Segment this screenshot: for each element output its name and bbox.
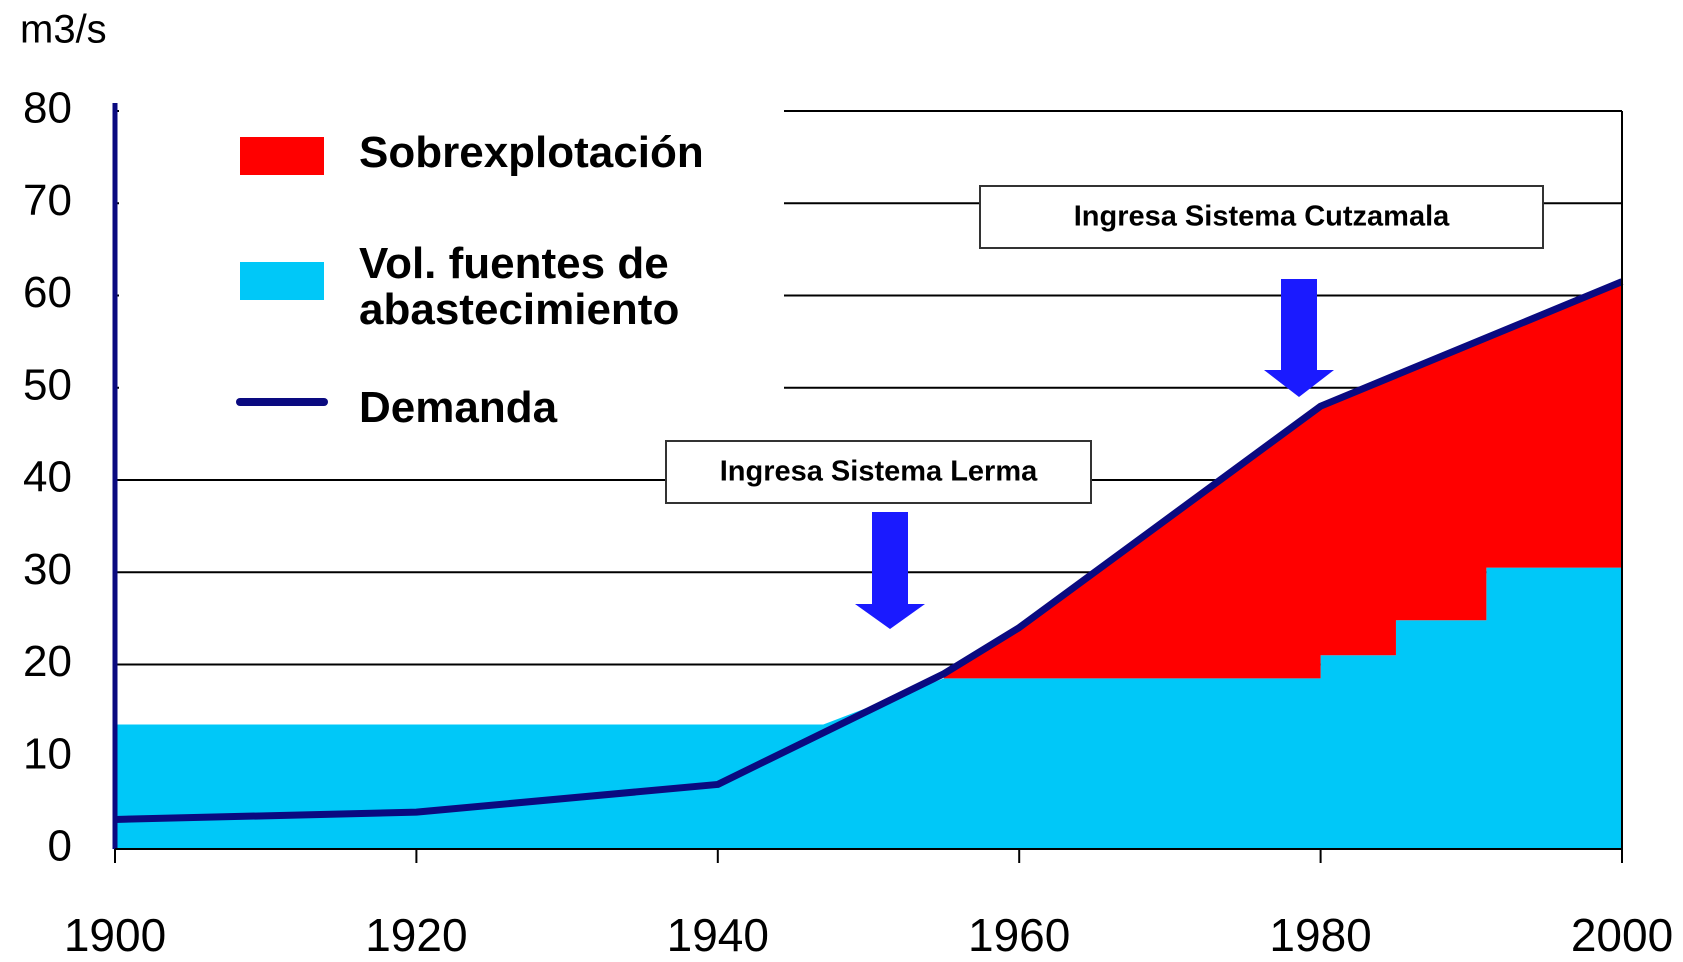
x-tick-label: 1920 bbox=[365, 909, 467, 961]
legend-swatch bbox=[240, 137, 324, 175]
y-tick-label: 40 bbox=[23, 453, 72, 502]
y-tick-label: 70 bbox=[23, 176, 72, 225]
y-axis-label: m3/s bbox=[20, 8, 107, 52]
annotation-label: Ingresa Sistema Lerma bbox=[720, 456, 1038, 488]
annotation-label: Ingresa Sistema Cutzamala bbox=[1074, 201, 1450, 233]
x-tick-label: 1940 bbox=[667, 909, 769, 961]
legend-label: Vol. fuentes de abastecimiento bbox=[359, 239, 680, 334]
y-tick-label: 30 bbox=[23, 545, 72, 594]
y-tick-label: 20 bbox=[23, 637, 72, 686]
x-tick-label: 1960 bbox=[968, 909, 1070, 961]
y-tick-label: 60 bbox=[23, 268, 72, 317]
y-tick-label: 50 bbox=[23, 360, 72, 409]
overexploitation-area bbox=[943, 281, 1622, 679]
x-tick-label: 1980 bbox=[1269, 909, 1371, 961]
legend-swatch bbox=[240, 262, 324, 300]
annotation-arrow bbox=[1264, 279, 1334, 397]
y-tick-label: 10 bbox=[23, 729, 72, 778]
annotation-box bbox=[979, 185, 1544, 249]
legend-background bbox=[119, 100, 784, 445]
y-tick-label: 80 bbox=[23, 84, 72, 133]
x-tick-label: 1900 bbox=[64, 909, 166, 961]
x-tick-label: 2000 bbox=[1571, 909, 1673, 961]
legend-label: Sobrexplotación bbox=[359, 128, 704, 177]
annotation-box bbox=[665, 440, 1092, 504]
legend-label: Demanda bbox=[359, 383, 558, 432]
demand-line bbox=[114, 278, 1624, 823]
y-tick-label: 0 bbox=[48, 822, 72, 871]
annotation-arrow bbox=[855, 512, 925, 629]
